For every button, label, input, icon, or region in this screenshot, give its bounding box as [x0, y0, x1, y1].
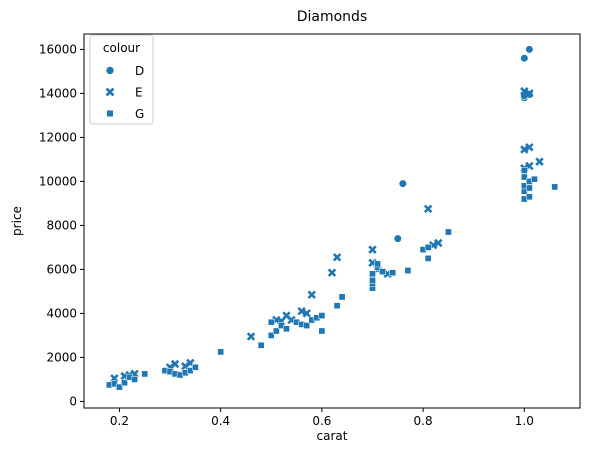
x-tick-label: 1.0	[515, 414, 534, 428]
y-tick-label: 6000	[46, 262, 77, 276]
y-axis-label: price	[10, 206, 24, 236]
data-point-e	[525, 143, 534, 152]
legend-box	[89, 34, 154, 125]
x-axis-label: carat	[317, 429, 348, 443]
data-point-g	[272, 327, 280, 335]
data-point-e	[368, 245, 377, 254]
x-axis-ticks: 0.2 0.4 0.6 0.8 1.0	[110, 408, 534, 428]
data-point-e	[525, 89, 534, 98]
data-point-g	[116, 383, 123, 391]
data-point-g	[267, 318, 275, 326]
data-point-e	[423, 204, 433, 214]
data-point-e	[434, 238, 443, 248]
data-point-g	[424, 244, 432, 251]
x-tick-label: 0.2	[110, 414, 129, 428]
y-tick-label: 0	[69, 394, 77, 408]
data-point-g	[389, 269, 397, 277]
y-tick-label: 2000	[46, 350, 77, 364]
data-point-g	[526, 184, 533, 192]
data-point-g	[267, 332, 275, 339]
data-points-layer	[105, 45, 559, 391]
chart-title: Diamonds	[297, 9, 368, 25]
legend-marker-e	[105, 87, 115, 97]
data-point-g	[520, 173, 528, 181]
data-point-g	[369, 277, 376, 284]
y-tick-label: 16000	[39, 42, 77, 56]
data-point-g	[374, 260, 381, 268]
legend-label-g: G	[135, 107, 144, 121]
y-tick-label: 12000	[39, 130, 77, 144]
y-tick-label: 10000	[39, 174, 77, 188]
plot-area	[84, 34, 580, 408]
data-point-d	[398, 179, 407, 188]
data-point-g	[551, 183, 559, 191]
y-tick-label: 14000	[39, 86, 77, 100]
data-point-d	[393, 234, 402, 243]
data-point-g	[283, 325, 290, 333]
data-point-g	[303, 322, 311, 329]
data-point-g	[257, 341, 265, 349]
data-point-g	[217, 348, 225, 356]
legend: colour DEG	[89, 34, 154, 125]
x-tick-label: 0.8	[414, 414, 433, 428]
data-point-g	[526, 193, 533, 201]
data-point-g	[191, 363, 199, 371]
data-point-g	[531, 175, 538, 183]
data-point-d	[525, 45, 534, 54]
data-point-e	[302, 309, 311, 318]
data-point-d	[520, 54, 529, 63]
data-point-g	[379, 268, 386, 275]
data-point-g	[424, 255, 432, 262]
data-point-g	[333, 302, 341, 310]
x-tick-label: 0.4	[211, 414, 230, 428]
data-point-e	[332, 253, 342, 262]
y-tick-label: 4000	[46, 306, 77, 320]
data-point-g	[318, 312, 326, 319]
data-point-g	[338, 293, 346, 301]
legend-marker-d	[105, 66, 115, 75]
data-point-e	[520, 86, 529, 96]
data-point-e	[297, 306, 306, 316]
data-point-e	[327, 268, 337, 277]
y-tick-label: 8000	[46, 218, 77, 232]
data-point-e	[170, 359, 180, 369]
legend-title: colour	[103, 41, 140, 55]
legend-marker-g	[106, 109, 114, 118]
data-point-e	[535, 157, 544, 166]
x-tick-label: 0.6	[312, 414, 331, 428]
data-point-g	[520, 167, 528, 174]
data-point-g	[121, 379, 128, 387]
data-point-g	[445, 228, 452, 236]
legend-label-e: E	[135, 86, 143, 100]
data-point-g	[404, 267, 412, 274]
data-point-g	[141, 370, 149, 378]
legend-label-d: D	[135, 64, 144, 78]
data-point-e	[246, 332, 256, 341]
data-point-e	[307, 290, 316, 299]
data-point-e	[520, 145, 529, 154]
data-point-g	[318, 327, 326, 335]
data-point-g	[131, 376, 138, 383]
data-point-g	[369, 270, 376, 278]
axes-frame	[83, 33, 581, 409]
legend-items: DEG	[105, 64, 144, 121]
y-axis-ticks: 0 2000 4000 6000 8000 10000 12000 14000 16000	[39, 42, 84, 408]
